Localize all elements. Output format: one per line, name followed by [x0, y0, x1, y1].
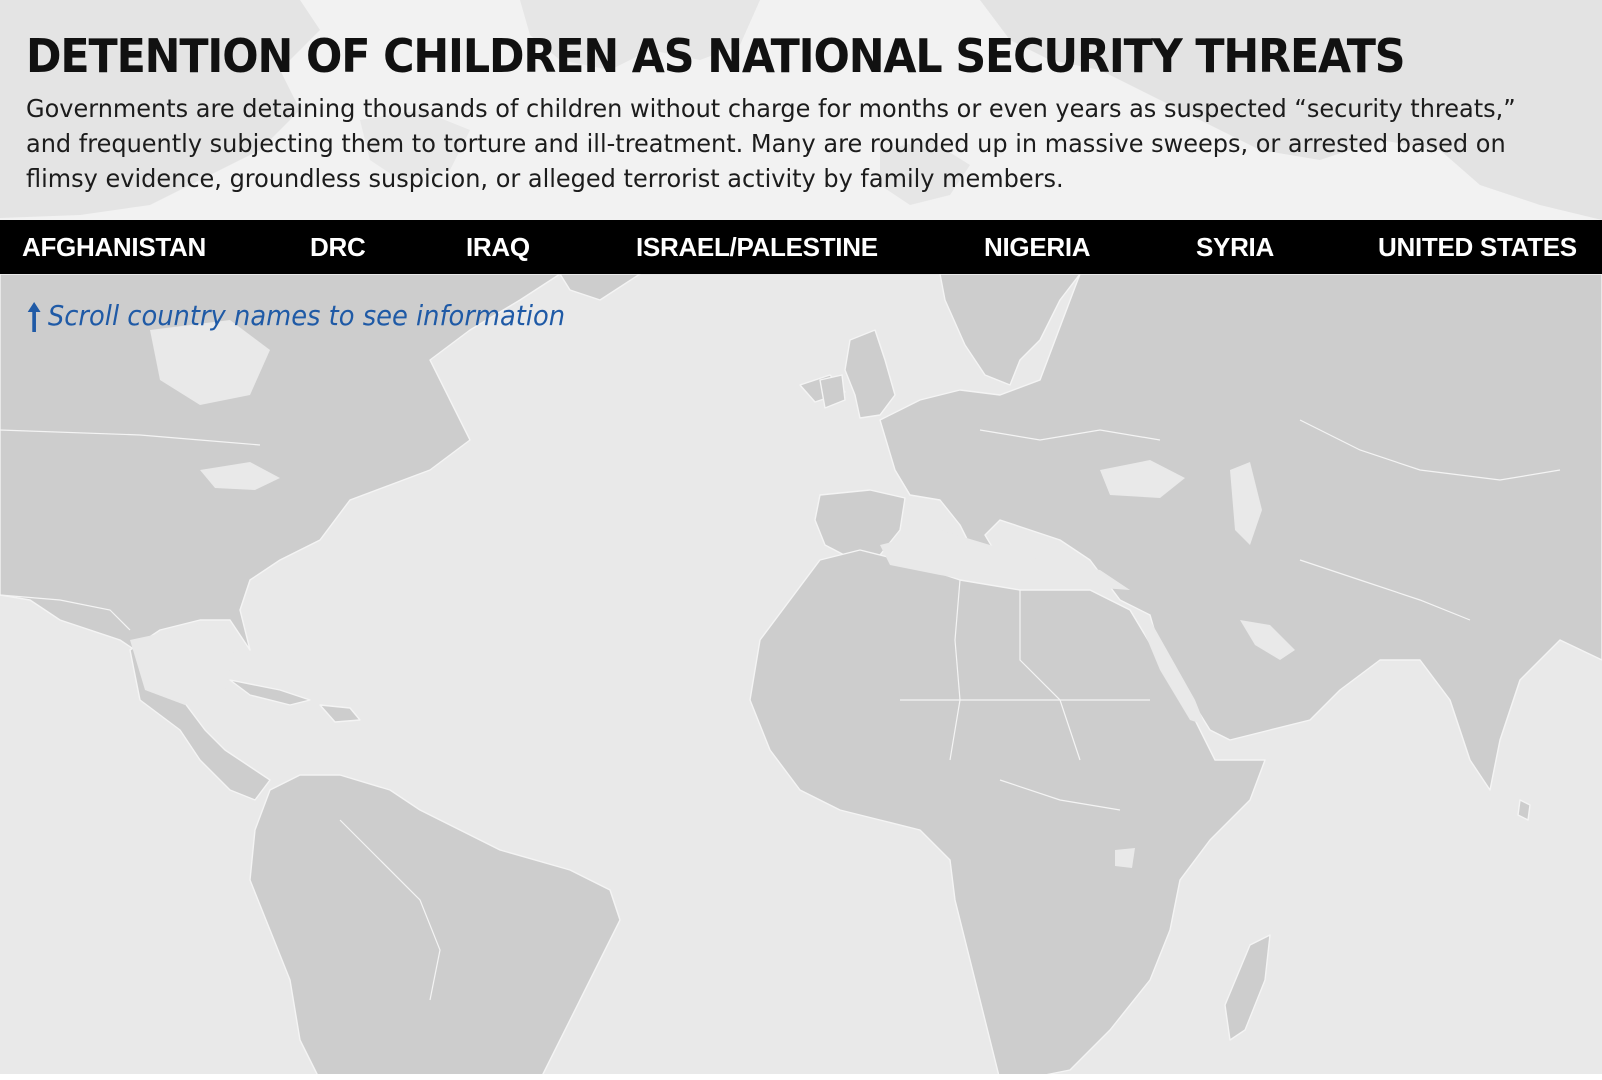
- landmass-hispaniola: [319, 704, 361, 723]
- landmass-south-america: [249, 774, 621, 1080]
- up-arrow-icon: [27, 302, 41, 332]
- landmass-madagascar: [1224, 934, 1271, 1041]
- persian-gulf: [1240, 620, 1295, 660]
- landmass-greenland: [559, 274, 641, 301]
- border-line: [1299, 419, 1561, 481]
- border-line: [999, 779, 1121, 811]
- nav-item-drc[interactable]: DRC: [310, 232, 366, 262]
- header-background-map: [0, 0, 1602, 220]
- header-landmass: [0, 0, 320, 218]
- nav-item-iraq[interactable]: IRAQ: [466, 232, 530, 262]
- black-sea: [1100, 460, 1185, 498]
- page-title: DETENTION OF CHILDREN AS NATIONAL SECURI…: [26, 29, 1406, 83]
- gulf-of-mexico: [130, 625, 235, 705]
- page-description: Governments are detaining thousands of c…: [26, 94, 1516, 193]
- landmass-ireland: [819, 374, 846, 409]
- header-landmass: [360, 110, 470, 180]
- scroll-hint-text: Scroll country names to see information: [47, 299, 566, 332]
- landmass-great-britain: [844, 329, 896, 419]
- bottom-edge: [0, 1074, 1602, 1080]
- header-landmass: [980, 0, 1602, 220]
- header: DETENTION OF CHILDREN AS NATIONAL SECURI…: [0, 0, 1602, 220]
- nav-item-afghanistan[interactable]: AFGHANISTAN: [22, 232, 206, 262]
- country-borders: [0, 419, 1561, 1001]
- border-line: [0, 594, 131, 631]
- inland-water: [130, 320, 1295, 868]
- header-landmass: [880, 140, 970, 205]
- country-nav: AFGHANISTAN DRC IRAQ ISRAEL/PALESTINE NI…: [0, 220, 1602, 274]
- border-line: [1299, 559, 1471, 621]
- red-sea: [1135, 610, 1205, 725]
- nav-item-united-states[interactable]: UNITED STATES: [1378, 232, 1577, 262]
- mediterranean-sea: [880, 530, 1130, 590]
- landmass-cuba: [229, 679, 311, 706]
- landmass-africa: [749, 549, 1266, 1080]
- world-map[interactable]: [0, 274, 1602, 1080]
- nav-item-syria[interactable]: SYRIA: [1196, 232, 1274, 262]
- landmass-sri-lanka: [1517, 799, 1531, 821]
- hudson-bay: [150, 320, 270, 405]
- nav-item-israel-palestine[interactable]: ISRAEL/PALESTINE: [636, 232, 878, 262]
- great-lakes: [200, 462, 280, 490]
- nav-item-nigeria[interactable]: NIGERIA: [984, 232, 1091, 262]
- scroll-hint: Scroll country names to see information: [24, 298, 565, 334]
- header-landmass: [520, 0, 760, 70]
- border-line: [339, 819, 441, 1001]
- lake-victoria: [1115, 848, 1135, 868]
- border-line: [0, 429, 261, 446]
- caspian-sea: [1230, 462, 1262, 545]
- border-line: [1019, 590, 1081, 761]
- border-line: [979, 429, 1161, 441]
- border-line: [949, 579, 961, 761]
- landmass-scandinavia: [939, 274, 1081, 386]
